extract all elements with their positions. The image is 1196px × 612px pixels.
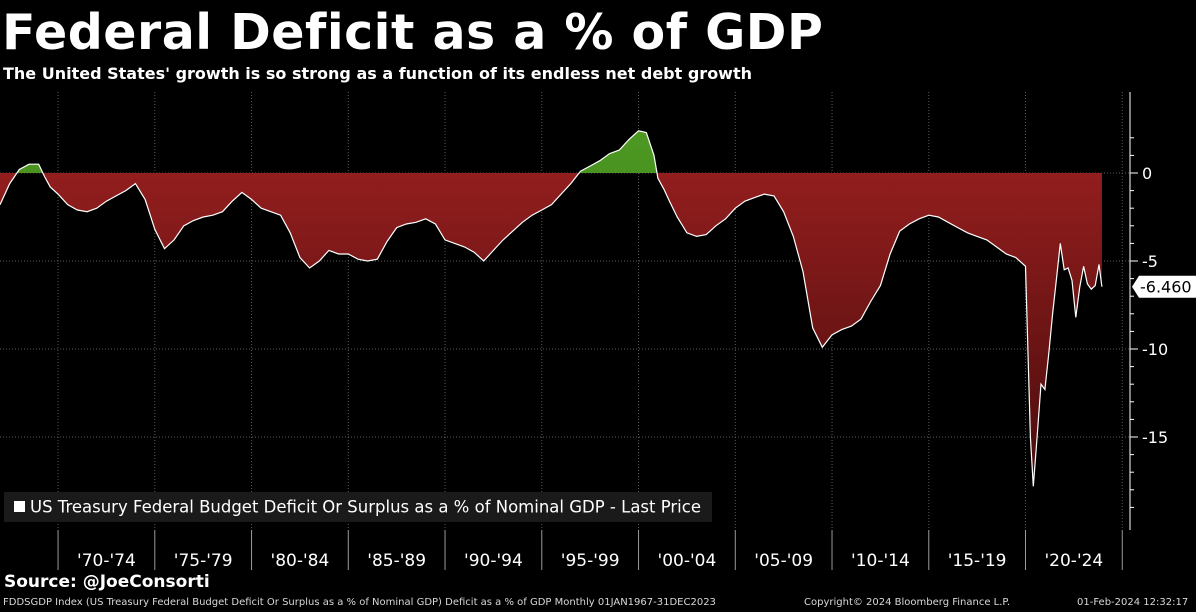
last-value-label: -6.460 xyxy=(1140,278,1192,297)
legend-box xyxy=(4,492,712,522)
x-tick-label: '80-'84 xyxy=(271,551,330,571)
series-line xyxy=(0,130,1103,487)
legend: US Treasury Federal Budget Deficit Or Su… xyxy=(4,492,712,522)
y-tick-label: -10 xyxy=(1142,340,1168,359)
page-subtitle: The United States' growth is so strong a… xyxy=(3,64,752,83)
y-tick-label: 0 xyxy=(1142,164,1152,183)
source-label: Source: @JoeConsorti xyxy=(4,572,210,592)
y-tick-label: -5 xyxy=(1142,252,1158,271)
page-title: Federal Deficit as a % of GDP xyxy=(2,4,824,61)
legend-label: US Treasury Federal Budget Deficit Or Su… xyxy=(30,498,701,517)
grid-lines xyxy=(0,92,1130,530)
x-tick-label: '75-'79 xyxy=(174,551,233,571)
area-fill xyxy=(0,130,1103,487)
x-tick-label: '85-'89 xyxy=(367,551,426,571)
x-tick-label: '15-'19 xyxy=(948,551,1007,571)
footer-copyright: Copyright© 2024 Bloomberg Finance L.P. xyxy=(804,597,1011,608)
deficit-area xyxy=(0,173,1102,487)
last-value-badge xyxy=(1132,275,1196,298)
x-tick-label: '70-'74 xyxy=(77,551,136,571)
footer-timestamp: 01-Feb-2024 12:32:17 xyxy=(1077,597,1189,608)
last-value-marker: -6.460 xyxy=(1132,275,1196,298)
x-tick-label: '05-'09 xyxy=(754,551,813,571)
legend-swatch xyxy=(14,501,25,512)
x-tick-label: '95-'99 xyxy=(561,551,620,571)
x-tick-label: '90-'94 xyxy=(464,551,523,571)
x-tick-label: '20-'24 xyxy=(1045,551,1104,571)
x-axis: '70-'74 '75-'79 '80-'84 '85-'89 '90-'94 '95-'… xyxy=(57,530,1123,571)
x-tick-label: '10-'14 xyxy=(851,551,910,571)
y-axis: 0 -5 -10 -15 xyxy=(1129,92,1168,530)
footer-description: FDDSGDP Index (US Treasury Federal Budge… xyxy=(3,597,716,608)
y-tick-label: -15 xyxy=(1142,428,1168,447)
x-tick-label: '00-'04 xyxy=(658,551,717,571)
